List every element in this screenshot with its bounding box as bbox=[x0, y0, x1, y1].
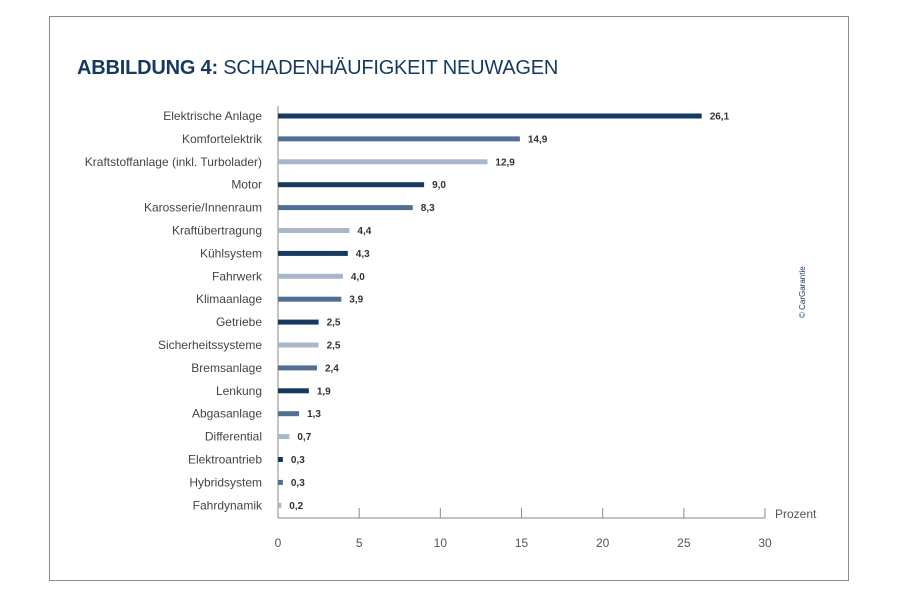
bar bbox=[278, 296, 342, 302]
value-label: 4,3 bbox=[356, 249, 370, 260]
value-label: 0,3 bbox=[291, 455, 305, 466]
value-label: 2,5 bbox=[327, 318, 341, 329]
bar bbox=[278, 479, 283, 485]
value-label: 12,9 bbox=[495, 157, 515, 168]
x-tick-label: 10 bbox=[434, 536, 448, 550]
bar bbox=[278, 319, 319, 325]
bar bbox=[278, 228, 350, 233]
value-label: 1,3 bbox=[307, 409, 321, 420]
category-label: Abgasanlage bbox=[192, 407, 262, 421]
x-axis-label: Prozent bbox=[775, 507, 817, 521]
x-tick-label: 5 bbox=[356, 536, 363, 550]
chart-title-text: SCHADENHÄUFIGKEIT NEUWAGEN bbox=[223, 57, 559, 79]
category-label: Karosserie/Innenraum bbox=[144, 201, 262, 215]
category-label: Fahrdynamik bbox=[193, 498, 263, 512]
category-label: Sicherheitssysteme bbox=[158, 338, 262, 352]
x-tick-label: 30 bbox=[758, 536, 772, 550]
bar bbox=[278, 502, 282, 508]
value-label: 0,3 bbox=[291, 478, 305, 489]
value-label: 14,9 bbox=[528, 134, 548, 145]
value-label: 8,3 bbox=[421, 203, 435, 214]
chart-title: ABBILDUNG 4: SCHADENHÄUFIGKEIT NEUWAGEN bbox=[77, 57, 558, 80]
bar bbox=[278, 365, 317, 371]
category-label: Motor bbox=[231, 178, 262, 192]
x-tick-label: 15 bbox=[515, 536, 529, 550]
bar bbox=[278, 388, 309, 394]
value-label: 1,9 bbox=[317, 386, 331, 397]
bar bbox=[278, 342, 319, 348]
bar bbox=[278, 457, 283, 462]
chart-title-prefix: ABBILDUNG 4: bbox=[77, 57, 218, 79]
chart-frame bbox=[49, 16, 849, 581]
category-label: Differential bbox=[205, 430, 262, 444]
category-label: Kraftübertragung bbox=[172, 224, 262, 238]
category-label: Fahrwerk bbox=[212, 269, 263, 283]
category-label: Elektroantrieb bbox=[188, 453, 262, 467]
category-label: Komfortelektrik bbox=[182, 132, 263, 146]
category-label: Lenkung bbox=[216, 384, 262, 398]
bar bbox=[278, 411, 300, 417]
bar bbox=[278, 113, 702, 119]
value-label: 26,1 bbox=[710, 112, 730, 123]
bar bbox=[278, 182, 425, 188]
value-label: 0,7 bbox=[297, 432, 311, 443]
copyright-credit: © CarGarantie bbox=[798, 266, 807, 318]
value-label: 4,4 bbox=[357, 226, 371, 237]
bar bbox=[278, 250, 348, 256]
value-label: 4,0 bbox=[351, 272, 365, 283]
category-label: Hybridsystem bbox=[189, 475, 262, 489]
category-label: Klimaanlage bbox=[196, 292, 262, 306]
value-label: 0,2 bbox=[289, 501, 303, 512]
bar bbox=[278, 205, 413, 211]
category-label: Getriebe bbox=[216, 315, 262, 329]
category-label: Elektrische Anlage bbox=[163, 109, 262, 123]
x-tick-label: 0 bbox=[275, 536, 282, 550]
category-label: Kraftstoffanlage (inkl. Turbolader) bbox=[85, 155, 262, 169]
bar bbox=[278, 273, 343, 279]
x-tick-label: 25 bbox=[677, 536, 691, 550]
x-tick-label: 20 bbox=[596, 536, 610, 550]
value-label: 9,0 bbox=[432, 180, 446, 191]
category-label: Kühlsystem bbox=[200, 246, 262, 260]
value-label: 2,4 bbox=[325, 363, 339, 374]
value-label: 2,5 bbox=[327, 341, 341, 352]
bar bbox=[278, 159, 488, 165]
category-label: Bremsanlage bbox=[191, 361, 262, 375]
bar bbox=[278, 434, 290, 440]
value-label: 3,9 bbox=[349, 295, 363, 306]
bar bbox=[278, 136, 520, 142]
